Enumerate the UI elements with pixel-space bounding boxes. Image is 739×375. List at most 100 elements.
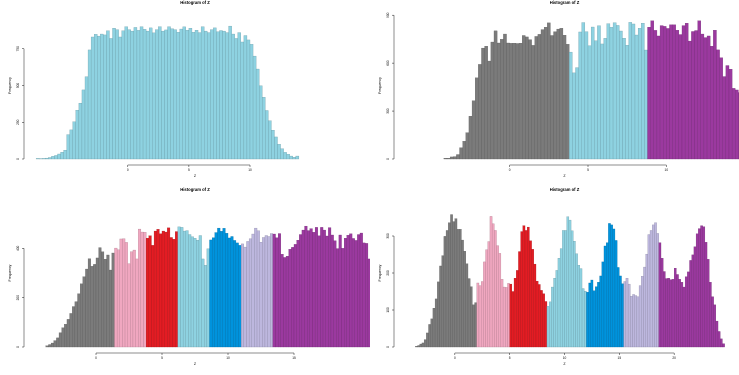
histogram-bar (197, 32, 202, 160)
histogram-bar (346, 235, 350, 348)
histogram-bar (35, 158, 40, 160)
histogram-bar (506, 42, 510, 160)
histogram-bar (210, 29, 214, 160)
histogram-bar (471, 100, 476, 160)
histogram-bar (66, 134, 70, 160)
histogram-bar (103, 259, 107, 348)
histogram-bar (114, 247, 118, 348)
histogram-bar (122, 238, 126, 348)
x-axis-label: Z (563, 362, 566, 366)
histogram-bar (66, 319, 70, 348)
histogram-bar (553, 31, 557, 160)
histogram-bar (173, 29, 177, 160)
histogram-bar (507, 283, 510, 348)
histogram-bar (641, 276, 644, 348)
histogram-bar (119, 238, 123, 348)
histogram-bar (600, 43, 604, 160)
histogram-bar (634, 34, 639, 160)
bars (45, 225, 370, 348)
histogram-bar (328, 227, 332, 348)
histogram-bar (146, 238, 149, 348)
histogram-bar (417, 345, 420, 348)
histogram-bar (606, 23, 611, 160)
y-tick-label: 750 (16, 46, 20, 52)
histogram-bar (237, 32, 241, 160)
histogram-bar (354, 240, 358, 348)
histogram-bar (241, 243, 244, 348)
histogram-bar (462, 141, 466, 160)
histogram-bar (700, 33, 705, 160)
histogram-bar (182, 230, 186, 348)
histogram-bar (667, 278, 670, 348)
histogram-bar (709, 282, 712, 348)
histogram-bar (53, 340, 57, 348)
histogram-bar (465, 263, 469, 348)
histogram-bar (85, 268, 89, 348)
histogram-bar (314, 227, 318, 348)
histogram-bar (658, 242, 662, 348)
y-tick-label: 0 (386, 158, 390, 160)
histogram-bar (463, 251, 466, 348)
histogram-bar (309, 228, 313, 348)
histogram-bar (622, 38, 626, 160)
histogram-bar (172, 239, 176, 348)
histogram-bar (434, 298, 438, 348)
x-tick-label: 15 (618, 356, 622, 360)
histogram-bar (573, 241, 576, 348)
histogram-bar (50, 342, 54, 348)
histogram-bar (164, 231, 168, 348)
histogram-bar (267, 236, 271, 348)
histogram-bar (299, 234, 303, 348)
histogram-bar (621, 283, 624, 348)
histogram-bar (581, 288, 585, 348)
histogram-bar (97, 35, 101, 160)
histogram-bar (278, 233, 281, 348)
histogram-bar (612, 228, 616, 348)
histogram-bar (255, 68, 260, 160)
histogram-bar (87, 258, 91, 348)
histogram-bar (703, 37, 708, 160)
histogram-bar (522, 35, 526, 160)
histogram-bar (612, 22, 617, 160)
histogram-bar (170, 28, 174, 160)
histogram-bar (225, 32, 229, 160)
y-tick-label: 0 (16, 346, 20, 348)
histogram-bar (725, 65, 730, 160)
histogram-bar (710, 46, 714, 160)
histogram-bar (579, 268, 583, 348)
histogram-bar (695, 233, 699, 348)
histogram-bar (538, 284, 541, 348)
histogram-bar (467, 278, 471, 348)
histogram-bar (441, 255, 445, 348)
histogram-bar (656, 233, 659, 348)
histogram-bar (702, 226, 706, 348)
x-tick-label: 20 (672, 356, 676, 360)
histogram-bar (465, 132, 470, 160)
histogram-bar (577, 265, 581, 348)
histogram-bar (167, 26, 171, 160)
histogram-bar (118, 36, 122, 160)
histogram-bar (476, 282, 480, 348)
histogram-bar (691, 254, 695, 348)
histogram-bar (330, 234, 334, 348)
histogram-bar (190, 236, 194, 348)
histogram-bar (616, 25, 620, 160)
histogram-bar (481, 281, 484, 348)
histogram-bar (544, 301, 548, 348)
histogram-bar (277, 144, 281, 160)
histogram-bar (502, 286, 506, 348)
histogram-bar (716, 49, 720, 160)
y-tick-label: 900 (386, 12, 390, 18)
histogram-bar (259, 85, 263, 160)
histogram-bar (182, 26, 186, 160)
histogram-bar (419, 343, 423, 348)
histogram-bar (485, 249, 488, 348)
histogram-bar (448, 222, 451, 348)
histogram-bar (527, 226, 530, 348)
histogram-bar (559, 28, 564, 160)
histogram-bar (459, 229, 462, 348)
histogram-bar (700, 225, 703, 348)
histogram-bar (81, 89, 86, 160)
histogram-bar (656, 35, 661, 160)
